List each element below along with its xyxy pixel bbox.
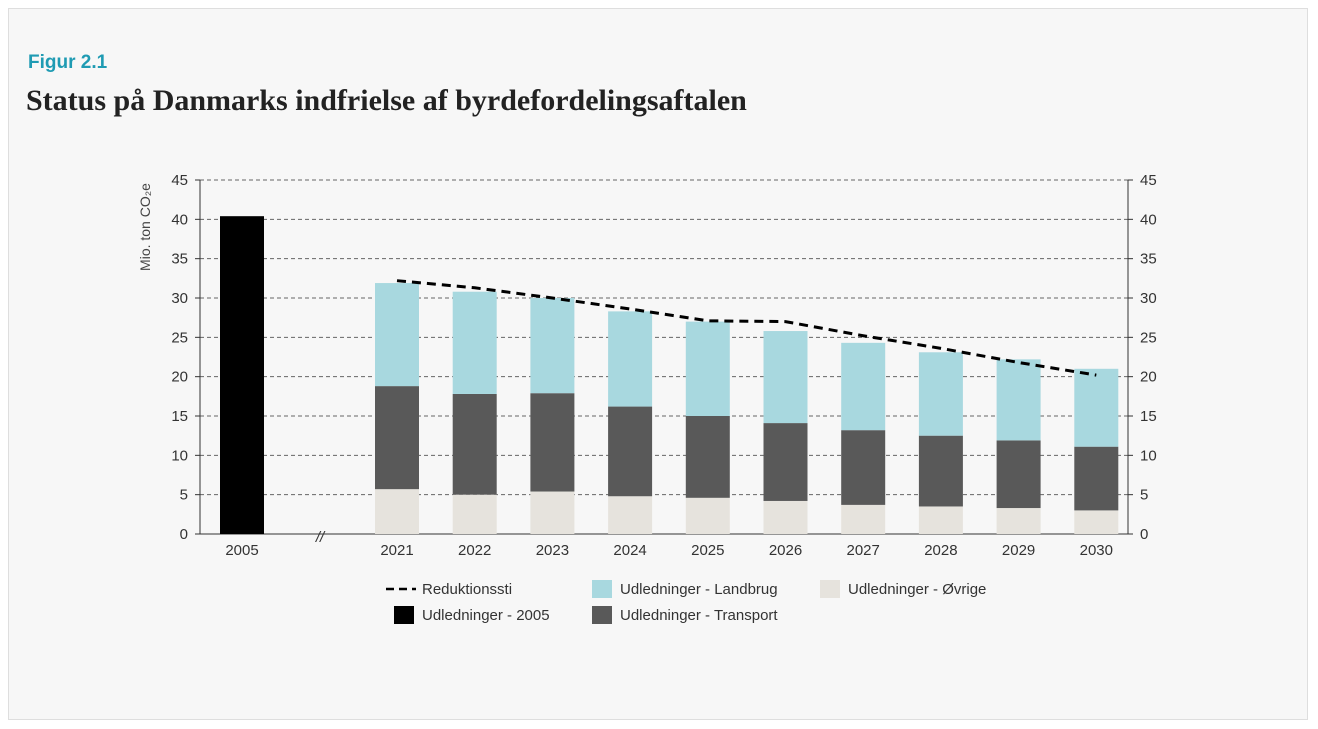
y-tick-label-left: 35	[171, 251, 188, 268]
y-tick-label-left: 30	[171, 290, 188, 307]
legend-swatch	[394, 606, 414, 624]
bar-segment	[1074, 510, 1119, 534]
bar-segment	[452, 494, 497, 534]
legend-swatch	[820, 580, 840, 598]
x-tick-label: 2027	[847, 542, 880, 559]
bar-segment	[996, 440, 1041, 509]
x-tick-label: 2023	[536, 542, 569, 559]
bar-segment	[763, 423, 808, 501]
x-tick-label: 2005	[225, 542, 258, 559]
bar-segment	[841, 430, 886, 505]
y-tick-label-right: 25	[1140, 329, 1157, 346]
bar-2005	[220, 216, 264, 535]
y-tick-label-right: 20	[1140, 369, 1157, 386]
legend-label: Udledninger - Øvrige	[848, 581, 986, 598]
bar-segment	[841, 504, 886, 534]
bar-segment	[452, 393, 497, 495]
y-tick-label-right: 30	[1140, 290, 1157, 307]
bar-segment	[841, 342, 886, 431]
bar-segment	[685, 321, 730, 416]
y-tick-label-left: 25	[171, 329, 188, 346]
x-tick-label: 2030	[1080, 542, 1113, 559]
y-axis-label: Mio. ton CO₂e	[137, 183, 153, 271]
legend-label: Udledninger - 2005	[422, 607, 550, 624]
bar-segment	[763, 500, 808, 534]
bar-segment	[685, 416, 730, 498]
bar-segment	[530, 491, 575, 534]
legend-swatch	[592, 580, 612, 598]
bar-segment	[1074, 446, 1119, 511]
axis-break-marker: //	[315, 529, 326, 546]
y-tick-label-right: 10	[1140, 447, 1157, 464]
bar-segment	[375, 283, 419, 387]
y-tick-label-left: 45	[171, 172, 188, 189]
bar-segment	[608, 311, 653, 407]
y-tick-label-left: 0	[180, 526, 188, 543]
y-tick-label-right: 35	[1140, 251, 1157, 268]
y-tick-label-left: 20	[171, 369, 188, 386]
bar-segment	[918, 435, 963, 507]
x-tick-label: 2025	[691, 542, 724, 559]
x-tick-label: 2028	[924, 542, 957, 559]
figure-title: Status på Danmarks indfrielse af byrdefo…	[26, 84, 747, 117]
bar-segment	[530, 298, 575, 394]
y-tick-label-left: 15	[171, 408, 188, 425]
y-tick-label-right: 40	[1140, 211, 1157, 228]
bar-segment	[996, 508, 1041, 534]
y-tick-label-right: 5	[1140, 487, 1148, 504]
bar-segment	[452, 291, 497, 394]
x-tick-label: 2024	[613, 542, 646, 559]
y-tick-label-right: 0	[1140, 526, 1148, 543]
bar-segment	[1074, 368, 1119, 447]
x-tick-label: 2029	[1002, 542, 1035, 559]
y-tick-label-left: 40	[171, 211, 188, 228]
legend-swatch	[592, 606, 612, 624]
legend-label: Udledninger - Landbrug	[620, 581, 778, 598]
y-tick-label-left: 5	[180, 487, 188, 504]
bar-segment	[685, 497, 730, 534]
bar-segment	[996, 359, 1041, 441]
x-tick-label: 2026	[769, 542, 802, 559]
y-tick-label-right: 45	[1140, 172, 1157, 189]
x-tick-label: 2021	[380, 542, 413, 559]
bar-segment	[375, 489, 419, 534]
legend-label: Udledninger - Transport	[620, 607, 778, 624]
y-tick-label-right: 15	[1140, 408, 1157, 425]
figure-label: Figur 2.1	[28, 52, 108, 73]
bar-segment	[608, 496, 653, 534]
x-tick-label: 2022	[458, 542, 491, 559]
bar-segment	[375, 386, 419, 490]
y-tick-label-left: 10	[171, 447, 188, 464]
legend-label: Reduktionssti	[422, 581, 512, 598]
bar-segment	[608, 406, 653, 497]
bar-segment	[530, 393, 575, 492]
bar-segment	[763, 331, 808, 424]
bar-segment	[918, 506, 963, 534]
bar-segment	[918, 352, 963, 436]
reduction-path-line	[396, 279, 1097, 377]
